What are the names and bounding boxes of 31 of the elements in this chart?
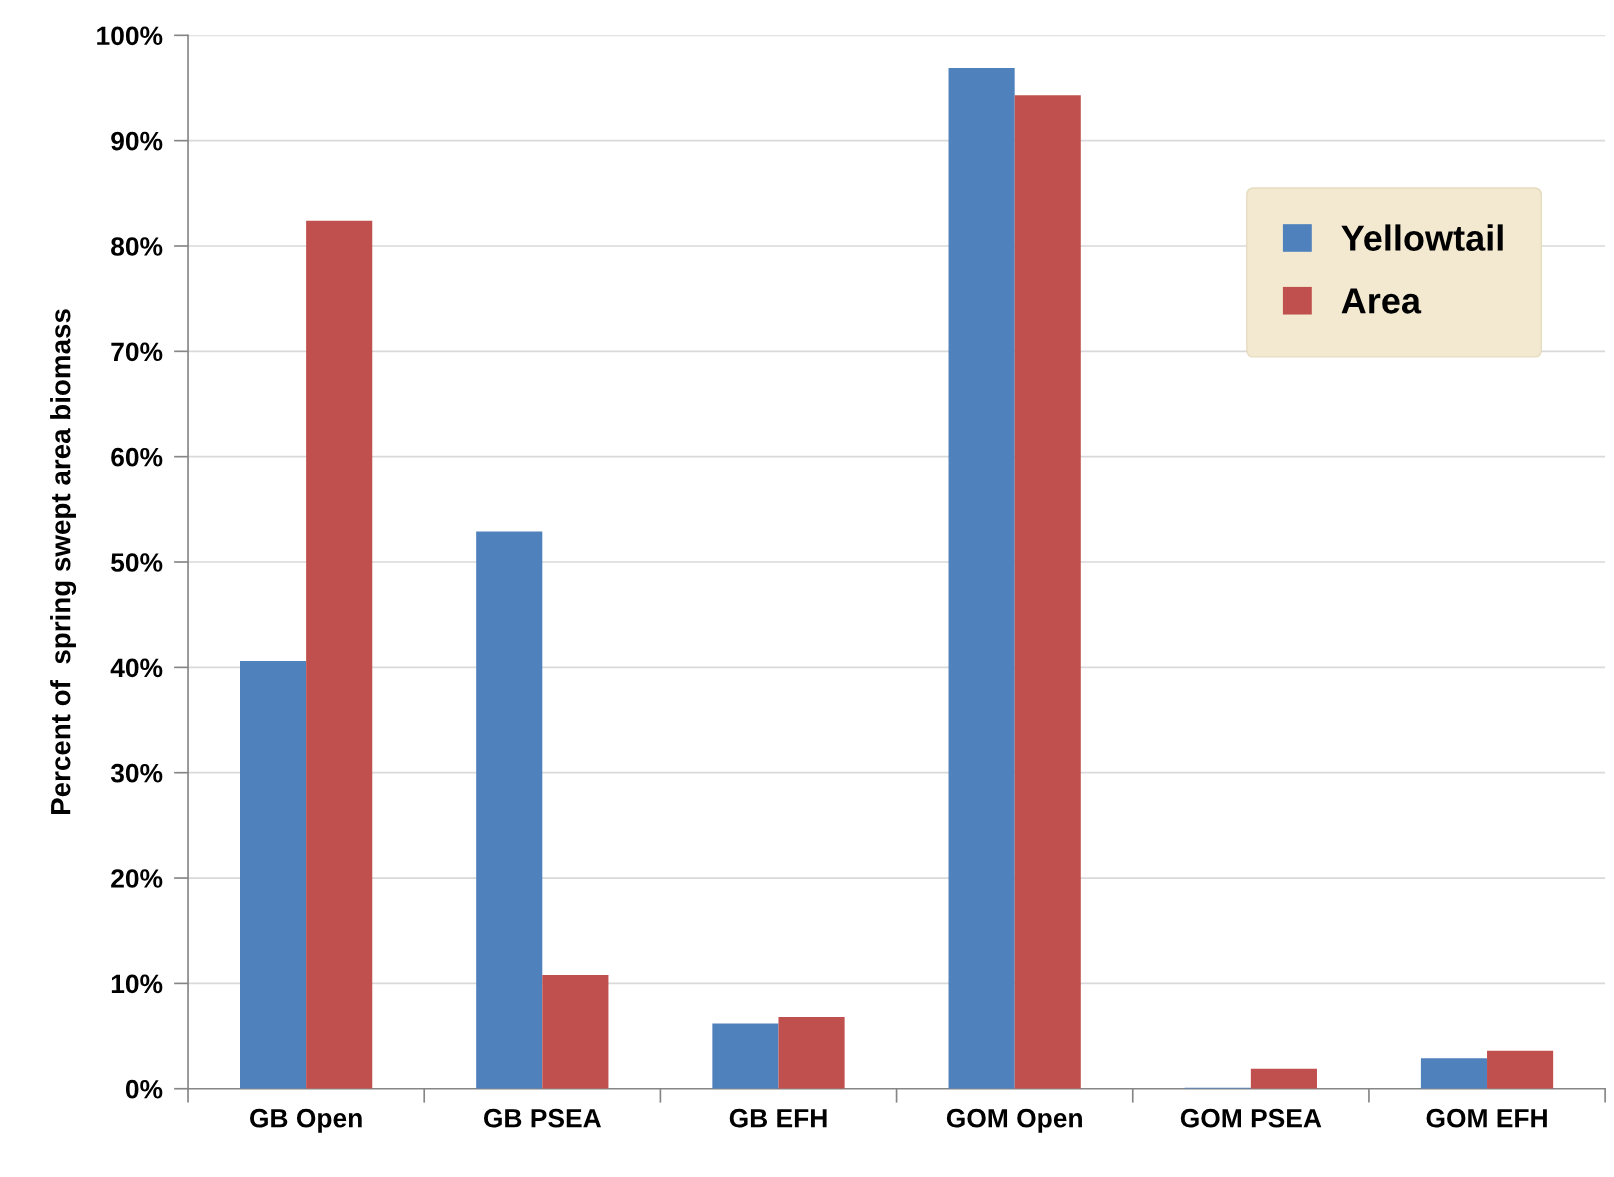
- y-tick-label: 100%: [97, 26, 163, 46]
- x-tick-label: GB PSEA: [484, 1108, 601, 1128]
- y-tick-label: 50%: [111, 553, 163, 572]
- y-tick-label: 80%: [111, 237, 163, 256]
- y-tick-label: 60%: [111, 447, 163, 467]
- legend-label: Area: [1341, 288, 1422, 314]
- bar: [1420, 1058, 1488, 1089]
- bar: [476, 531, 543, 1089]
- x-tick-label: GOM PSEA: [1180, 1108, 1322, 1128]
- bar: [1014, 95, 1081, 1089]
- bar: [1487, 1050, 1554, 1089]
- x-tick-label: GB Open: [250, 1108, 362, 1133]
- x-tick-label: GB EFH: [729, 1108, 827, 1128]
- x-tick-label: GOM EFH: [1426, 1108, 1547, 1128]
- bar: [778, 1017, 845, 1089]
- bar: [239, 661, 307, 1089]
- y-tick-label: 0%: [125, 1079, 163, 1099]
- legend-label: Yellowtail: [1341, 224, 1503, 251]
- bar: [712, 1023, 779, 1089]
- y-tick-label: 20%: [111, 869, 163, 888]
- y-tick-label: 40%: [110, 658, 163, 678]
- bar: [948, 67, 1015, 1089]
- y-tick-label: 70%: [111, 342, 163, 362]
- x-tick-label: GOM Open: [946, 1108, 1082, 1133]
- y-axis-title: Percent of spring swept area biomass: [50, 309, 77, 815]
- bar: [306, 220, 373, 1089]
- y-tick-label: 30%: [110, 763, 163, 783]
- bar: [542, 974, 609, 1089]
- bar: [1250, 1068, 1317, 1089]
- y-tick-label: 90%: [111, 131, 163, 151]
- y-tick-label: 10%: [111, 974, 163, 994]
